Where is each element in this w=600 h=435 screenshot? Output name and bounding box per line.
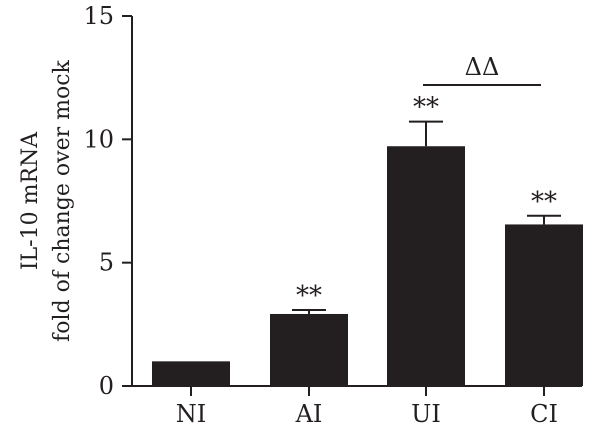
x-tick-label-ui: UI: [411, 400, 441, 428]
x-tick-label-ci: CI: [530, 400, 558, 428]
bar-ni: [152, 361, 230, 386]
y-axis-ticks: 0 5 10 15: [83, 2, 132, 400]
y-tick-label: 15: [83, 2, 114, 30]
significance-mark: **: [413, 93, 439, 123]
y-tick-label: 0: [99, 372, 114, 400]
bars: [152, 120, 583, 386]
significance-mark: **: [296, 281, 322, 311]
bar-ci: [505, 224, 583, 386]
annotations: ** ** ** ΔΔ: [296, 53, 557, 311]
y-axis-label-line: IL-10 mRNA: [18, 131, 43, 270]
comparison-label: ΔΔ: [465, 53, 500, 81]
bar-ui: [387, 146, 465, 386]
x-tick-label-ni: NI: [176, 400, 206, 428]
y-axis-label-line: fold of change over mock: [50, 59, 75, 341]
x-axis-ticks: NI AI UI CI: [176, 386, 558, 428]
y-tick-label: 5: [99, 249, 114, 277]
y-axis-label: IL-10 mRNA fold of change over mock: [18, 59, 75, 341]
y-tick-label: 10: [83, 125, 114, 153]
x-tick-label-ai: AI: [295, 400, 323, 428]
bar-ai: [270, 313, 348, 386]
significance-mark: **: [531, 187, 557, 217]
